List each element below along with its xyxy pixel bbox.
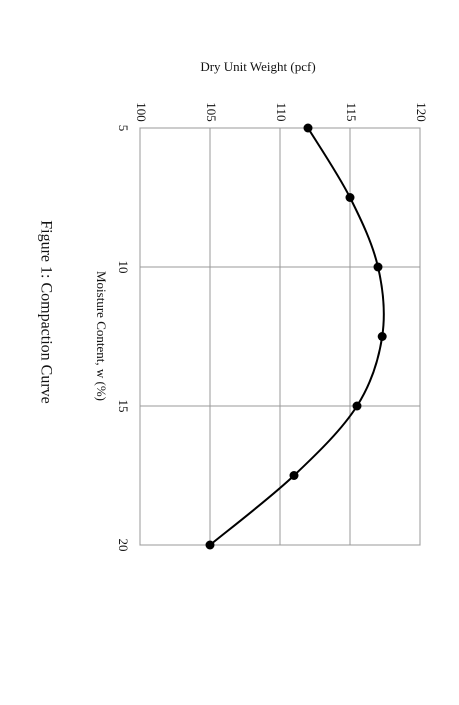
x-tick-label: 20 [116, 539, 131, 552]
data-point [303, 123, 313, 133]
data-point [289, 471, 299, 480]
y-tick-label: 105 [204, 102, 219, 122]
chart-title: Dry Unit Weight (pcf) [200, 59, 315, 74]
y-tick-label: 120 [414, 102, 429, 122]
y-tick-label: 115 [344, 102, 359, 121]
x-tick-label: 5 [116, 125, 131, 132]
y-tick-label: 100 [134, 102, 149, 122]
data-point [205, 540, 215, 550]
data-point [377, 332, 387, 341]
x-tick-label: 10 [116, 261, 131, 274]
data-point [345, 193, 355, 202]
x-tick-label: 15 [116, 400, 131, 413]
x-axis-label: Moisture Content, w (%) [94, 271, 109, 401]
y-tick-label: 110 [274, 102, 289, 121]
data-point [352, 401, 362, 411]
data-line [209, 127, 385, 546]
data-point [373, 262, 383, 272]
figure-caption: Figure 1: Compaction Curve [37, 220, 54, 404]
